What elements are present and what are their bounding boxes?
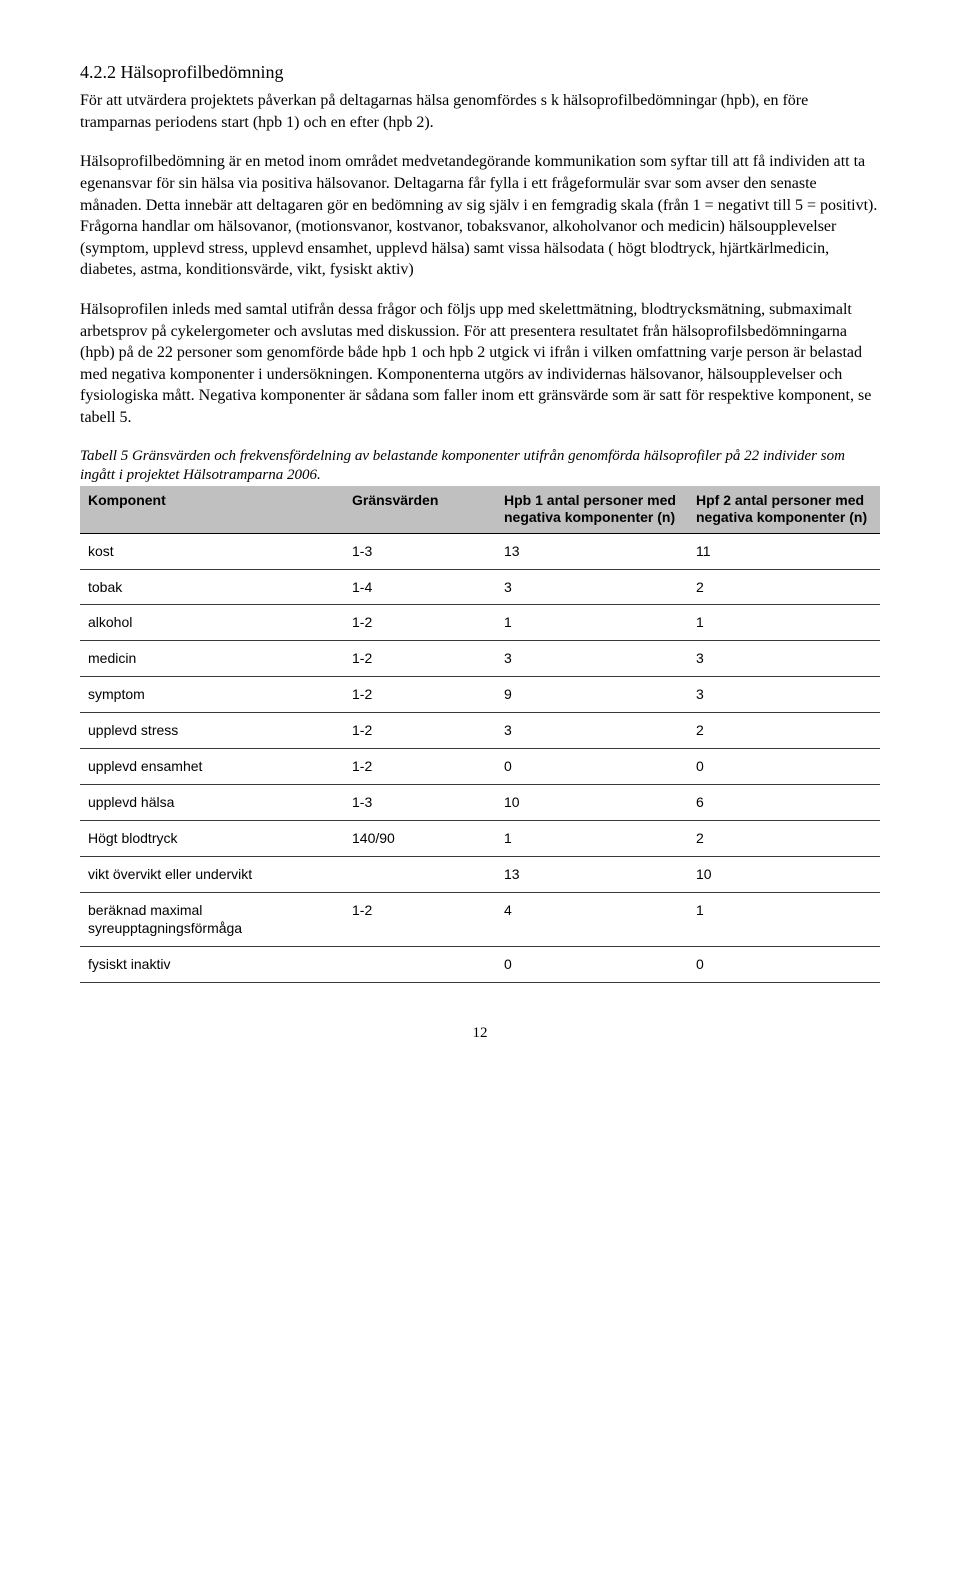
cell-hpb1: 13 [496,533,688,569]
cell-komponent: fysiskt inaktiv [80,947,344,983]
cell-hpb2: 2 [688,713,880,749]
cell-hpb2: 0 [688,748,880,784]
cell-grans: 1-2 [344,748,496,784]
table-row: alkohol 1-2 1 1 [80,605,880,641]
page-number: 12 [80,1023,880,1043]
cell-hpb2: 1 [688,605,880,641]
table-row: beräknad maximal syreupptagningsförmåga … [80,892,880,947]
table-row: vikt övervikt eller undervikt 13 10 [80,856,880,892]
cell-hpb2: 1 [688,892,880,947]
paragraph-1: För att utvärdera projektets påverkan på… [80,90,880,133]
table-header-komponent: Komponent [80,486,344,534]
cell-komponent: Högt blodtryck [80,820,344,856]
cell-hpb1: 0 [496,947,688,983]
table-header-gransvarden: Gränsvärden [344,486,496,534]
cell-hpb2: 3 [688,641,880,677]
cell-hpb2: 2 [688,569,880,605]
cell-hpb2: 2 [688,820,880,856]
cell-komponent: medicin [80,641,344,677]
table-caption: Tabell 5 Gränsvärden och frekvensfördeln… [80,447,880,486]
table-row: Högt blodtryck 140/90 1 2 [80,820,880,856]
cell-komponent: vikt övervikt eller undervikt [80,856,344,892]
cell-hpb2: 10 [688,856,880,892]
table-body: kost 1-3 13 11 tobak 1-4 3 2 alkohol 1-2… [80,533,880,983]
paragraph-2: Hälsoprofilbedömning är en metod inom om… [80,151,880,281]
paragraph-3: Hälsoprofilen inleds med samtal utifrån … [80,299,880,429]
cell-hpb2: 6 [688,784,880,820]
cell-grans: 1-2 [344,641,496,677]
cell-grans: 1-3 [344,784,496,820]
components-table: Komponent Gränsvärden Hpb 1 antal person… [80,486,880,984]
cell-komponent: kost [80,533,344,569]
cell-komponent: upplevd ensamhet [80,748,344,784]
table-header-row: Komponent Gränsvärden Hpb 1 antal person… [80,486,880,534]
cell-grans: 1-2 [344,605,496,641]
cell-hpb1: 3 [496,569,688,605]
cell-grans [344,947,496,983]
table-row: medicin 1-2 3 3 [80,641,880,677]
table-header-hpb1: Hpb 1 antal personer med negativa kompon… [496,486,688,534]
cell-hpb1: 4 [496,892,688,947]
cell-komponent: upplevd stress [80,713,344,749]
table-row: symptom 1-2 9 3 [80,677,880,713]
cell-grans: 1-2 [344,677,496,713]
cell-grans: 1-2 [344,713,496,749]
cell-grans: 1-4 [344,569,496,605]
table-row: fysiskt inaktiv 0 0 [80,947,880,983]
cell-grans: 1-3 [344,533,496,569]
table-row: upplevd stress 1-2 3 2 [80,713,880,749]
table-row: upplevd hälsa 1-3 10 6 [80,784,880,820]
cell-hpb1: 3 [496,713,688,749]
cell-grans: 140/90 [344,820,496,856]
cell-hpb2: 3 [688,677,880,713]
table-header-hpb2: Hpf 2 antal personer med negativa kompon… [688,486,880,534]
table-row: upplevd ensamhet 1-2 0 0 [80,748,880,784]
cell-komponent: tobak [80,569,344,605]
table-row: tobak 1-4 3 2 [80,569,880,605]
cell-hpb1: 1 [496,820,688,856]
cell-komponent: alkohol [80,605,344,641]
cell-komponent: symptom [80,677,344,713]
section-heading: 4.2.2 Hälsoprofilbedömning [80,60,880,84]
cell-komponent: upplevd hälsa [80,784,344,820]
cell-grans: 1-2 [344,892,496,947]
cell-hpb1: 0 [496,748,688,784]
cell-hpb2: 11 [688,533,880,569]
cell-hpb1: 10 [496,784,688,820]
cell-hpb1: 9 [496,677,688,713]
cell-hpb2: 0 [688,947,880,983]
cell-grans [344,856,496,892]
cell-hpb1: 13 [496,856,688,892]
cell-hpb1: 1 [496,605,688,641]
cell-hpb1: 3 [496,641,688,677]
cell-komponent: beräknad maximal syreupptagningsförmåga [80,892,344,947]
table-row: kost 1-3 13 11 [80,533,880,569]
